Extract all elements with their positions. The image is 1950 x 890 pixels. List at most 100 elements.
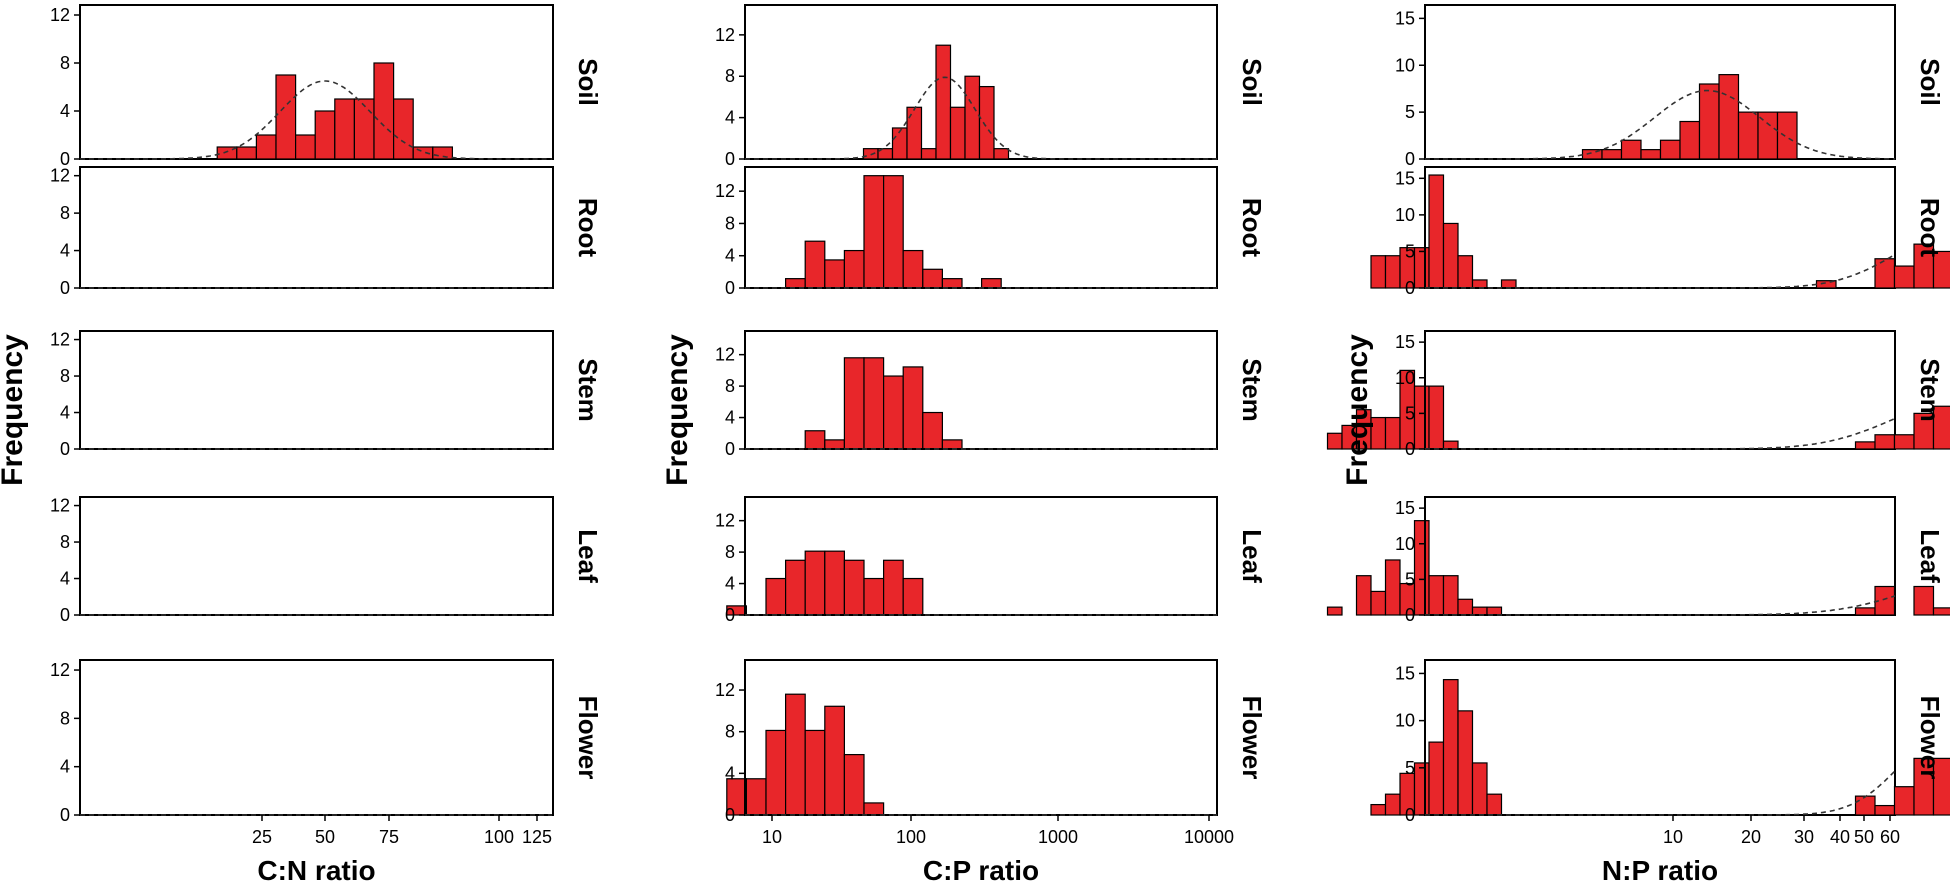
bar	[1442, 440, 1459, 450]
panel-leaf: 0 5 10 15 Leaf	[1395, 496, 1950, 625]
y-tick-label: 4	[725, 763, 735, 783]
bar	[804, 729, 826, 816]
y-tick-label: 5	[1405, 569, 1415, 589]
y-tick-label: 8	[725, 542, 735, 562]
y-tick-label: 4	[60, 403, 70, 423]
y-tick-label: 4	[60, 569, 70, 589]
bar	[1384, 416, 1401, 450]
bar	[1874, 258, 1896, 289]
bar	[949, 106, 966, 160]
y-tick-label: 4	[60, 757, 70, 777]
bar	[765, 577, 787, 616]
bar	[1413, 762, 1430, 816]
y-tick-label: 0	[1405, 805, 1415, 825]
y-tick-label: 0	[60, 278, 70, 298]
panel-root: 0 4 8 12 Root	[50, 166, 1002, 298]
bar	[882, 175, 904, 289]
x-axis-title: C:P ratio	[923, 855, 1039, 886]
y-tick-label: 4	[725, 574, 735, 594]
y-tick-label: 8	[725, 213, 735, 233]
y-tick-label: 5	[1405, 241, 1415, 261]
y-tick-label: 10	[1395, 711, 1415, 731]
y-tick-label: 0	[725, 278, 735, 298]
y-tick-label: 5	[1405, 758, 1415, 778]
y-tick-label: 10	[1395, 534, 1415, 554]
y-tick-label: 4	[60, 241, 70, 261]
bar	[1893, 786, 1915, 816]
panel-root: 0 5 10 15 Root	[1395, 166, 1950, 298]
facet-label: Soil	[1237, 58, 1267, 106]
y-tick-label: 8	[60, 532, 70, 552]
chart-column-1: 0 4 8 12 Soil 0 4 8 12 Root 0 4 8 12 Stem 0 4 8 12 Leaf 0 4 8 1…	[661, 4, 1517, 886]
bar	[1932, 757, 1950, 816]
panel-stem: 0 4 8 12 Stem	[50, 330, 963, 459]
x-axis-title: N:P ratio	[1602, 855, 1718, 886]
bar	[1413, 520, 1430, 616]
bar	[804, 240, 826, 289]
x-tick-label: 10	[1663, 827, 1683, 847]
y-tick-label: 12	[50, 496, 70, 516]
y-tick-label: 0	[60, 149, 70, 169]
panel-frame	[1424, 166, 1896, 289]
bar	[1913, 585, 1935, 616]
panel-frame	[1424, 330, 1896, 450]
normal-curve	[1425, 417, 1896, 450]
bar	[1457, 598, 1474, 616]
bar	[1776, 111, 1798, 160]
y-tick-label: 5	[1405, 102, 1415, 122]
panel-soil: 0 5 10 15 Soil	[1395, 4, 1945, 169]
bar	[906, 106, 923, 160]
bar	[862, 148, 879, 160]
panel-soil: 0 4 8 12 Soil	[50, 4, 603, 169]
bar	[964, 75, 981, 160]
bar	[882, 375, 904, 450]
x-tick-label: 40	[1830, 827, 1850, 847]
x-tick-label: 25	[252, 827, 272, 847]
y-tick-label: 12	[50, 660, 70, 680]
y-axis-title: Frequency	[0, 334, 29, 486]
bar	[1854, 441, 1876, 450]
bar	[314, 110, 336, 160]
panel-stem: 0 4 8 12 Stem	[715, 330, 1459, 459]
facet-label: Leaf	[1237, 529, 1267, 583]
panel-flower: 0 5 10 15 Flower	[1395, 659, 1950, 825]
facet-label: Stem	[1237, 358, 1267, 422]
bar	[1471, 762, 1488, 816]
x-tick-label: 75	[379, 827, 399, 847]
bar	[1428, 741, 1445, 816]
bar	[1486, 606, 1503, 616]
y-tick-label: 4	[725, 408, 735, 428]
bar	[1326, 606, 1343, 616]
chart-column-0: 0 4 8 12 Soil 0 4 8 12 Root 0 4 8 12 Stem 0 4 8 12 Leaf 0 4 8 1…	[0, 4, 1002, 886]
bar	[393, 98, 414, 160]
y-axis-title: Frequency	[661, 334, 694, 486]
x-tick-label: 100	[896, 827, 926, 847]
bar	[1384, 559, 1401, 616]
y-tick-label: 4	[60, 101, 70, 121]
bar	[920, 148, 937, 160]
normal-curve	[1425, 595, 1896, 616]
bar	[1932, 250, 1950, 289]
y-tick-label: 10	[1395, 55, 1415, 75]
bar	[1874, 804, 1896, 816]
y-tick-label: 12	[715, 511, 735, 531]
facet-label: Root	[1237, 198, 1267, 258]
x-tick-label: 50	[315, 827, 335, 847]
y-tick-label: 15	[1395, 168, 1415, 188]
y-tick-label: 15	[1395, 498, 1415, 518]
facet-label: Root	[1915, 198, 1945, 258]
y-tick-label: 12	[50, 5, 70, 25]
bar	[863, 577, 885, 616]
x-tick-label: 100	[484, 827, 514, 847]
y-tick-label: 0	[1405, 439, 1415, 459]
bar	[843, 357, 865, 450]
x-tick-label: 20	[1741, 827, 1761, 847]
bar	[1471, 606, 1488, 616]
bar	[941, 439, 963, 450]
y-tick-label: 0	[60, 605, 70, 625]
bar	[1428, 174, 1445, 289]
bar	[1471, 279, 1488, 289]
y-tick-label: 12	[715, 181, 735, 201]
facet-label: Soil	[1915, 58, 1945, 106]
